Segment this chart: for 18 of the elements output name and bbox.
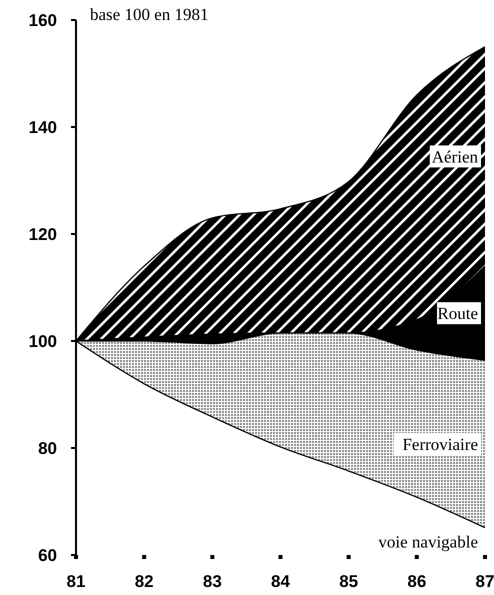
x-tick-label: 82	[134, 572, 154, 591]
series-label: Route	[437, 304, 478, 324]
x-tick-label: 83	[202, 572, 222, 591]
x-tick-label: 84	[271, 572, 290, 591]
y-tick-label: 100	[28, 332, 57, 352]
y-tick-label: 140	[28, 118, 57, 138]
y-tick-label: 60	[38, 546, 57, 566]
x-tick-label: 85	[339, 572, 358, 591]
y-tick-label: 120	[28, 225, 57, 244]
x-tick-label: 81	[66, 572, 86, 591]
y-tick-label: 80	[38, 439, 57, 458]
series-label: voie navigable	[378, 532, 478, 552]
y-tick-label: 160	[28, 11, 57, 30]
x-tick-label: 87	[476, 572, 494, 591]
series-label: Aérien	[432, 147, 478, 166]
x-tick-label: 86	[407, 572, 426, 591]
series-label: Ferroviaire	[402, 434, 478, 454]
y-axis-title: base 100 en 1981	[90, 5, 209, 24]
